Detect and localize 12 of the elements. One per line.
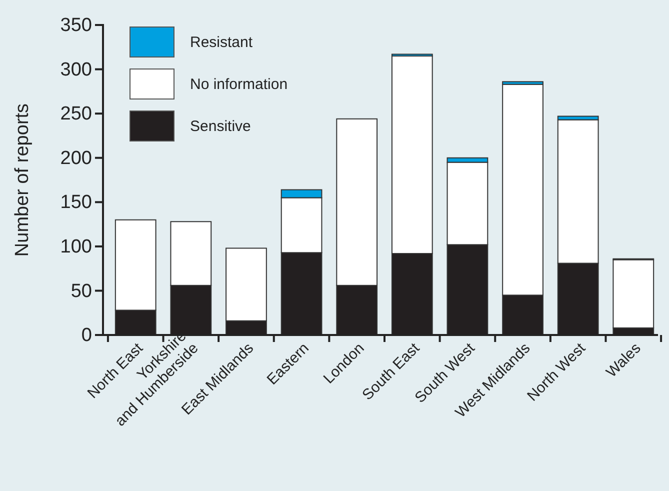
y-tick-label: 150 (60, 192, 92, 214)
y-tick-label: 0 (81, 325, 92, 346)
y-tick-label: 350 (60, 15, 92, 36)
y-tick-label: 50 (70, 280, 92, 302)
y-tick-label: 250 (60, 104, 92, 125)
y-tick-label: 100 (60, 236, 92, 258)
y-tick-label: 300 (60, 59, 92, 80)
legend-label: Sensitive (190, 118, 251, 135)
y-tick-label: 200 (60, 148, 92, 169)
legend-label: No information (190, 76, 288, 93)
legend-label: Resistant (190, 34, 254, 51)
y-axis-title: Number of reports (12, 103, 33, 257)
